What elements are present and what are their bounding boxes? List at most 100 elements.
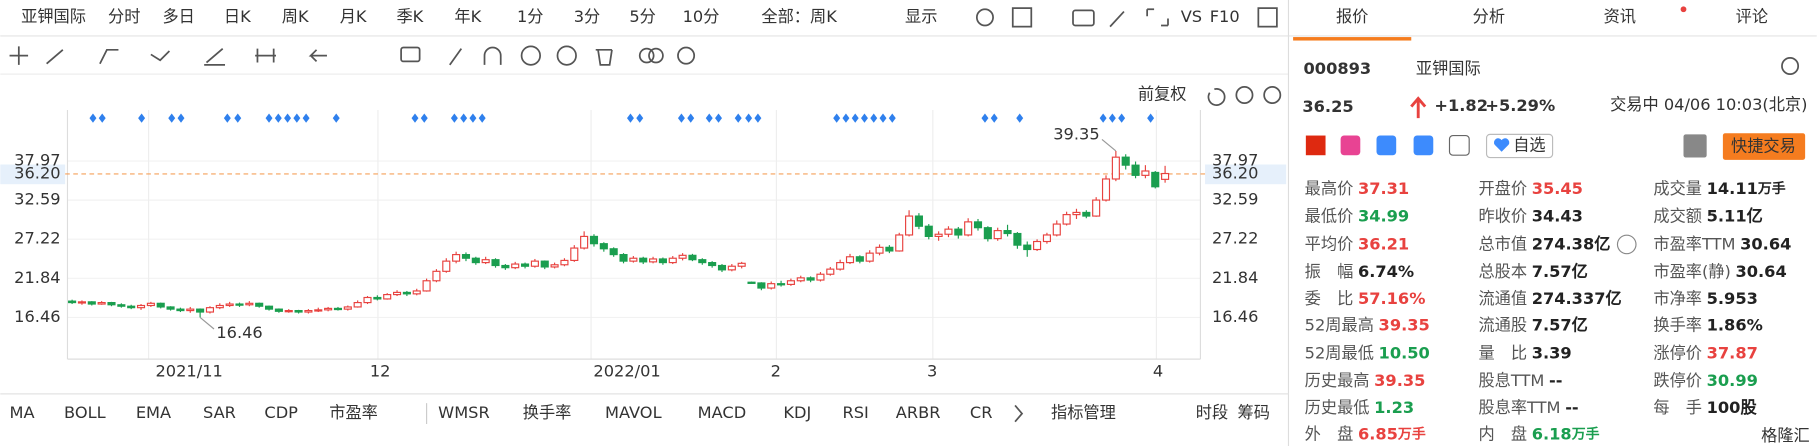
indicator-tab[interactable]: BOLL: [64, 403, 106, 422]
toolbar-tab[interactable]: 日K: [224, 7, 251, 26]
event-marker[interactable]: [754, 113, 762, 123]
quote-value: 6.85: [1358, 424, 1398, 443]
quote-field: 市盈率(静) 30.64: [1653, 262, 1786, 281]
adjust-mode[interactable]: 前复权: [1138, 84, 1187, 103]
indicator-tab[interactable]: RSI: [842, 403, 868, 422]
toolbar-tab[interactable]: 3分: [574, 7, 601, 26]
toolbar-tab[interactable]: 全部：周K: [761, 7, 837, 26]
event-marker[interactable]: [177, 113, 185, 123]
event-marker[interactable]: [138, 113, 146, 123]
indicator-tab[interactable]: SAR: [203, 403, 236, 422]
event-marker[interactable]: [981, 113, 989, 123]
event-marker[interactable]: [265, 113, 273, 123]
event-marker[interactable]: [284, 113, 292, 123]
period-tab[interactable]: 时段: [1196, 403, 1228, 422]
indicator-tab[interactable]: 换手率: [523, 403, 572, 422]
candle-body: [530, 260, 539, 267]
event-marker[interactable]: [636, 113, 644, 123]
toolbar-tab[interactable]: 10分: [683, 7, 720, 26]
event-marker[interactable]: [420, 113, 428, 123]
event-marker[interactable]: [833, 113, 841, 123]
indicator-tab[interactable]: MACD: [698, 403, 747, 422]
chips-tab[interactable]: 筹码: [1237, 403, 1269, 422]
event-marker[interactable]: [450, 113, 458, 123]
candle-body: [836, 262, 845, 270]
toolbar-tab[interactable]: 1分: [517, 7, 544, 26]
wave-icon: [150, 50, 171, 62]
trade-button[interactable]: [1722, 133, 1806, 160]
toolbar-tab[interactable]: 5分: [629, 7, 656, 26]
event-marker[interactable]: [234, 113, 242, 123]
candle-body: [973, 221, 983, 229]
event-marker[interactable]: [293, 113, 301, 123]
candle-body: [1052, 223, 1061, 236]
event-marker[interactable]: [302, 113, 310, 123]
panel-tab[interactable]: 资讯: [1604, 7, 1636, 26]
event-marker[interactable]: [687, 113, 695, 123]
event-marker[interactable]: [478, 113, 486, 123]
quote-value: 1.23: [1374, 397, 1414, 416]
event-marker[interactable]: [851, 113, 859, 123]
trade-label[interactable]: 快捷交易: [1731, 137, 1796, 156]
event-marker[interactable]: [879, 113, 887, 123]
watch-button[interactable]: [1485, 133, 1554, 159]
event-marker[interactable]: [89, 113, 97, 123]
toolbar-tab[interactable]: 季K: [396, 7, 423, 26]
vs-button[interactable]: VS: [1181, 7, 1202, 26]
indicator-tab[interactable]: CDP: [264, 403, 298, 422]
panel-tab[interactable]: 分析: [1473, 7, 1505, 26]
candle-body: [964, 221, 973, 236]
panel-tab[interactable]: 报价: [1336, 7, 1368, 26]
event-marker[interactable]: [842, 113, 850, 123]
event-marker[interactable]: [861, 113, 868, 123]
alert-button[interactable]: [1683, 134, 1707, 158]
event-marker[interactable]: [469, 113, 477, 123]
candle-body: [885, 246, 894, 252]
toolbar-tab[interactable]: 年K: [454, 7, 481, 26]
event-marker[interactable]: [1016, 113, 1024, 123]
quote-label: 流通股: [1478, 315, 1527, 334]
indicator-tab[interactable]: MA: [10, 403, 35, 422]
indicator-tab[interactable]: 市盈率: [329, 403, 378, 422]
toolbar-tab[interactable]: 周K: [282, 7, 309, 26]
event-marker[interactable]: [274, 113, 282, 123]
toolbar-tab[interactable]: 分时: [108, 7, 140, 26]
indicator-tab[interactable]: EMA: [136, 403, 171, 422]
event-marker[interactable]: [332, 113, 340, 123]
indicator-tab[interactable]: KDJ: [783, 403, 811, 422]
event-marker[interactable]: [705, 113, 713, 123]
event-marker[interactable]: [1108, 113, 1116, 123]
candle-body: [914, 215, 923, 227]
toolbar-tab[interactable]: 月K: [340, 7, 367, 26]
event-marker[interactable]: [677, 113, 685, 123]
indicator-tab[interactable]: WMSR: [438, 403, 490, 422]
toolbar-tab[interactable]: 多日: [162, 7, 194, 26]
event-marker[interactable]: [888, 113, 896, 123]
event-marker[interactable]: [990, 113, 998, 123]
event-marker[interactable]: [870, 113, 878, 123]
more-indicators[interactable]: [1014, 404, 1024, 423]
event-marker[interactable]: [460, 113, 468, 123]
event-marker[interactable]: [1118, 113, 1126, 123]
indicator-tab[interactable]: MAVOL: [605, 403, 662, 422]
indicator-tab[interactable]: CR: [970, 403, 993, 422]
indicator-manage[interactable]: 指标管理: [1051, 403, 1116, 422]
event-marker[interactable]: [411, 113, 419, 123]
panel-tab[interactable]: 评论: [1736, 7, 1768, 26]
event-marker[interactable]: [745, 113, 753, 123]
event-marker[interactable]: [715, 113, 722, 123]
event-marker[interactable]: [98, 113, 106, 123]
event-marker[interactable]: [734, 113, 742, 123]
y-tick-label: 37.97: [1212, 151, 1258, 170]
candle-body: [373, 296, 382, 300]
quote-label: 52周最低: [1305, 343, 1374, 362]
toolbar-tab[interactable]: 亚钾国际: [21, 7, 86, 26]
event-marker[interactable]: [1147, 113, 1155, 123]
indicator-tab[interactable]: ARBR: [896, 403, 941, 422]
candle-body: [589, 235, 599, 245]
event-marker[interactable]: [1099, 113, 1107, 123]
event-marker[interactable]: [626, 113, 634, 123]
watch-label[interactable]: 自选: [1513, 135, 1545, 154]
toolbar-tab[interactable]: 显示: [905, 7, 937, 26]
f10-button[interactable]: F10: [1210, 7, 1240, 26]
